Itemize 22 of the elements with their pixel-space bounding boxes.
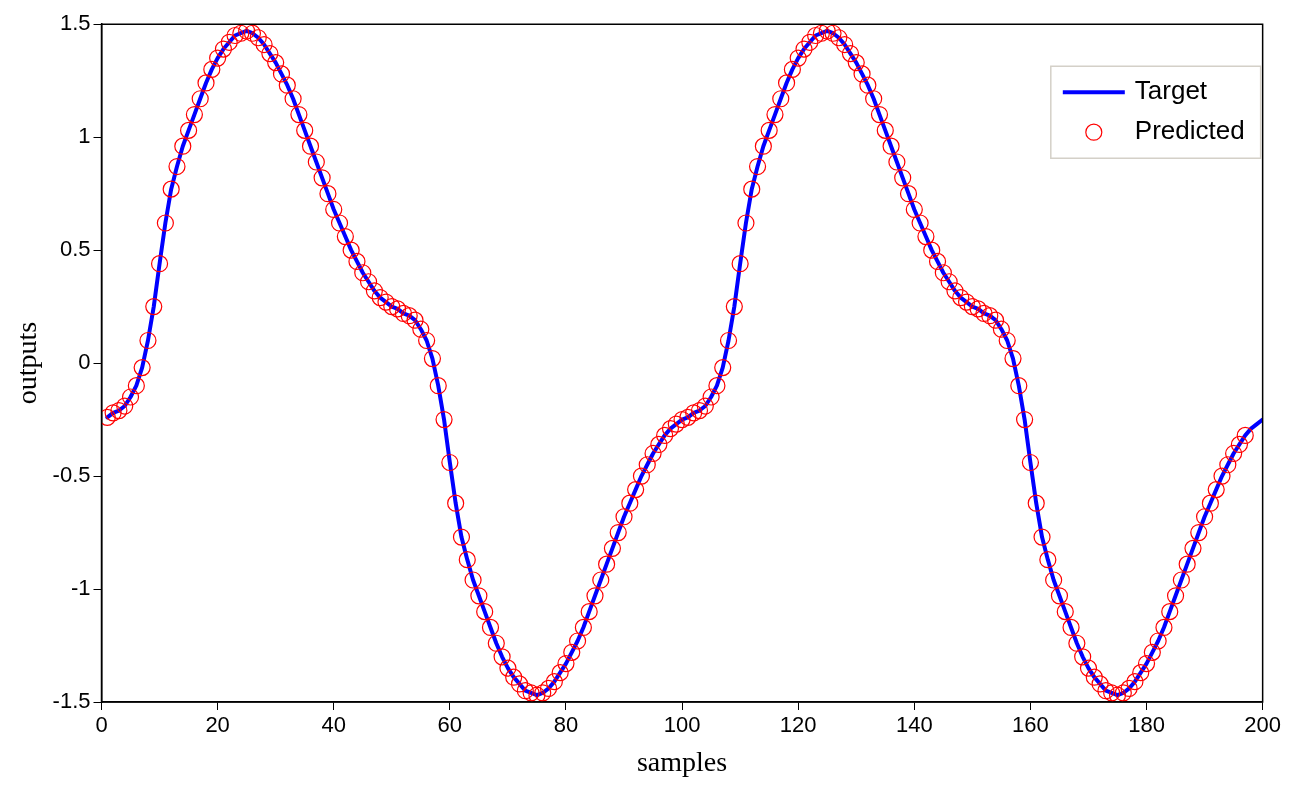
x-axis-title: samples xyxy=(636,745,728,777)
x-tick-label: 20 xyxy=(205,712,230,738)
y-tick-label: 0 xyxy=(78,349,91,375)
y-tick-label: 1.5 xyxy=(59,10,91,36)
y-tick-label: 0.5 xyxy=(59,236,91,262)
y-tick-label: -1.5 xyxy=(52,688,91,714)
y-axis-title: outputs xyxy=(11,321,43,405)
y-tick-label: -1 xyxy=(70,575,91,601)
legend-label: Target xyxy=(1134,75,1208,106)
y-tick-label: -0.5 xyxy=(52,462,91,488)
x-tick-label: 40 xyxy=(321,712,346,738)
x-tick-label: 180 xyxy=(1128,712,1165,738)
x-tick-label: 120 xyxy=(779,712,817,738)
x-tick-label: 160 xyxy=(1012,712,1049,738)
y-tick-label: 1 xyxy=(78,123,91,149)
x-tick-label: 140 xyxy=(895,712,933,738)
x-tick-label: 0 xyxy=(95,712,108,738)
x-tick-label: 200 xyxy=(1244,712,1282,738)
legend-label: Predicted xyxy=(1134,115,1245,146)
x-tick-label: 80 xyxy=(553,712,579,738)
x-tick-label: 60 xyxy=(437,712,463,738)
x-tick-label: 100 xyxy=(663,712,701,738)
